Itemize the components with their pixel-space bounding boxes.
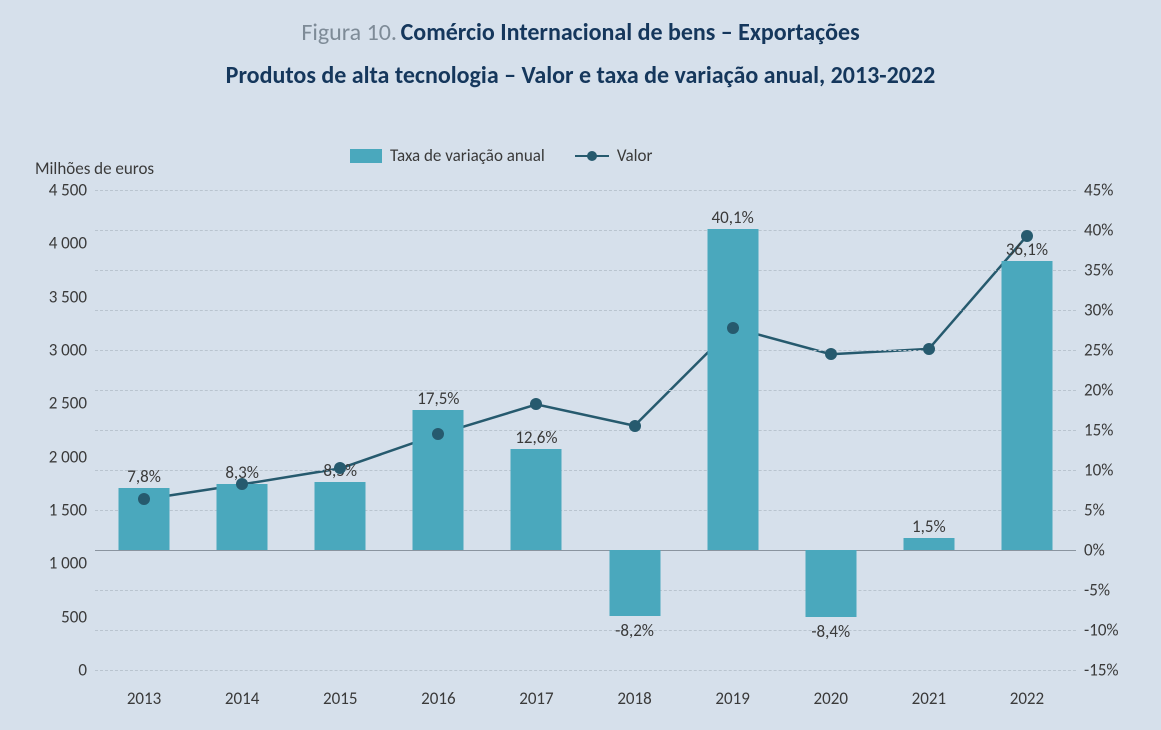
bar-data-label: 7,8% xyxy=(127,466,161,487)
y-right-tick-label: 45% xyxy=(1076,180,1113,201)
y-left-tick-label: 1 500 xyxy=(49,500,95,521)
y-right-tick-label: 15% xyxy=(1076,420,1113,441)
x-tick-label: 2018 xyxy=(617,670,651,709)
bar-data-label: 17,5% xyxy=(417,388,459,409)
gridline xyxy=(95,550,1076,551)
legend-swatch-bar xyxy=(350,149,382,163)
y-right-tick-label: 10% xyxy=(1076,460,1113,481)
chart-container: Figura 10. Comércio Internacional de ben… xyxy=(0,0,1161,730)
bar xyxy=(1001,261,1052,550)
x-tick-label: 2019 xyxy=(715,670,749,709)
bar-data-label: 1,5% xyxy=(912,516,946,537)
line-marker xyxy=(1021,230,1033,242)
y-right-tick-label: 5% xyxy=(1076,500,1105,521)
y-right-tick-label: 20% xyxy=(1076,380,1113,401)
title-block: Figura 10. Comércio Internacional de ben… xyxy=(0,0,1161,90)
bar xyxy=(903,538,954,550)
bar-data-label: -8,4% xyxy=(811,621,850,642)
gridline xyxy=(95,270,1076,271)
legend-label-line: Valor xyxy=(617,145,653,166)
y-right-tick-label: 25% xyxy=(1076,340,1113,361)
line-marker xyxy=(825,348,837,360)
bar-data-label: -8,2% xyxy=(615,620,654,641)
bar xyxy=(707,229,758,550)
y-right-tick-label: -5% xyxy=(1076,580,1110,601)
chart-title: Comércio Internacional de bens – Exporta… xyxy=(401,18,860,47)
x-tick-label: 2013 xyxy=(127,670,161,709)
line-marker xyxy=(727,322,739,334)
gridline xyxy=(95,390,1076,391)
line-marker xyxy=(334,462,346,474)
x-tick-label: 2022 xyxy=(1010,670,1044,709)
bar xyxy=(609,550,660,616)
gridline xyxy=(95,430,1076,431)
gridline xyxy=(95,230,1076,231)
x-tick-label: 2015 xyxy=(323,670,357,709)
x-tick-label: 2016 xyxy=(421,670,455,709)
y-left-tick-label: 2 000 xyxy=(49,446,95,467)
y-left-tick-label: 500 xyxy=(61,606,95,627)
y-axis-left-title: Milhões de euros xyxy=(35,158,154,179)
line-marker xyxy=(923,343,935,355)
y-right-tick-label: 35% xyxy=(1076,260,1113,281)
x-tick-label: 2014 xyxy=(225,670,259,709)
chart-legend: Taxa de variação anual Valor xyxy=(350,145,652,166)
y-left-tick-label: 4 000 xyxy=(49,233,95,254)
line-marker xyxy=(236,478,248,490)
y-right-tick-label: 30% xyxy=(1076,300,1113,321)
y-left-tick-label: 0 xyxy=(78,660,95,681)
gridline xyxy=(95,630,1076,631)
figure-label: Figura 10. xyxy=(301,18,397,47)
bar xyxy=(511,449,562,550)
line-series xyxy=(144,236,1027,499)
y-right-tick-label: -15% xyxy=(1076,660,1119,681)
line-marker xyxy=(138,493,150,505)
title-line-1: Figura 10. Comércio Internacional de ben… xyxy=(0,18,1161,47)
y-right-tick-label: -10% xyxy=(1076,620,1119,641)
y-right-tick-label: 40% xyxy=(1076,220,1113,241)
y-left-tick-label: 3 000 xyxy=(49,340,95,361)
x-tick-label: 2017 xyxy=(519,670,553,709)
x-tick-label: 2020 xyxy=(814,670,848,709)
y-left-tick-label: 2 500 xyxy=(49,393,95,414)
legend-swatch-line xyxy=(575,155,609,157)
legend-label-bar: Taxa de variação anual xyxy=(390,145,545,166)
y-left-tick-label: 1 000 xyxy=(49,553,95,574)
line-marker xyxy=(629,420,641,432)
bar xyxy=(805,550,856,617)
gridline xyxy=(95,310,1076,311)
y-left-tick-label: 3 500 xyxy=(49,286,95,307)
chart-subtitle: Produtos de alta tecnologia – Valor e ta… xyxy=(0,61,1161,90)
bar-data-label: 12,6% xyxy=(515,427,557,448)
bar-data-label: 40,1% xyxy=(712,207,754,228)
y-left-tick-label: 4 500 xyxy=(49,180,95,201)
line-marker xyxy=(530,398,542,410)
bar-data-label: 36,1% xyxy=(1006,239,1048,260)
y-right-tick-label: 0% xyxy=(1076,540,1105,561)
line-marker xyxy=(432,428,444,440)
gridline xyxy=(95,190,1076,191)
bar xyxy=(315,482,366,550)
x-tick-label: 2021 xyxy=(912,670,946,709)
plot-area: -15%-10%-5%0%5%10%15%20%25%30%35%40%45%0… xyxy=(95,190,1076,670)
legend-item-bar: Taxa de variação anual xyxy=(350,145,545,166)
bar xyxy=(217,484,268,550)
legend-item-line: Valor xyxy=(575,145,653,166)
gridline xyxy=(95,590,1076,591)
